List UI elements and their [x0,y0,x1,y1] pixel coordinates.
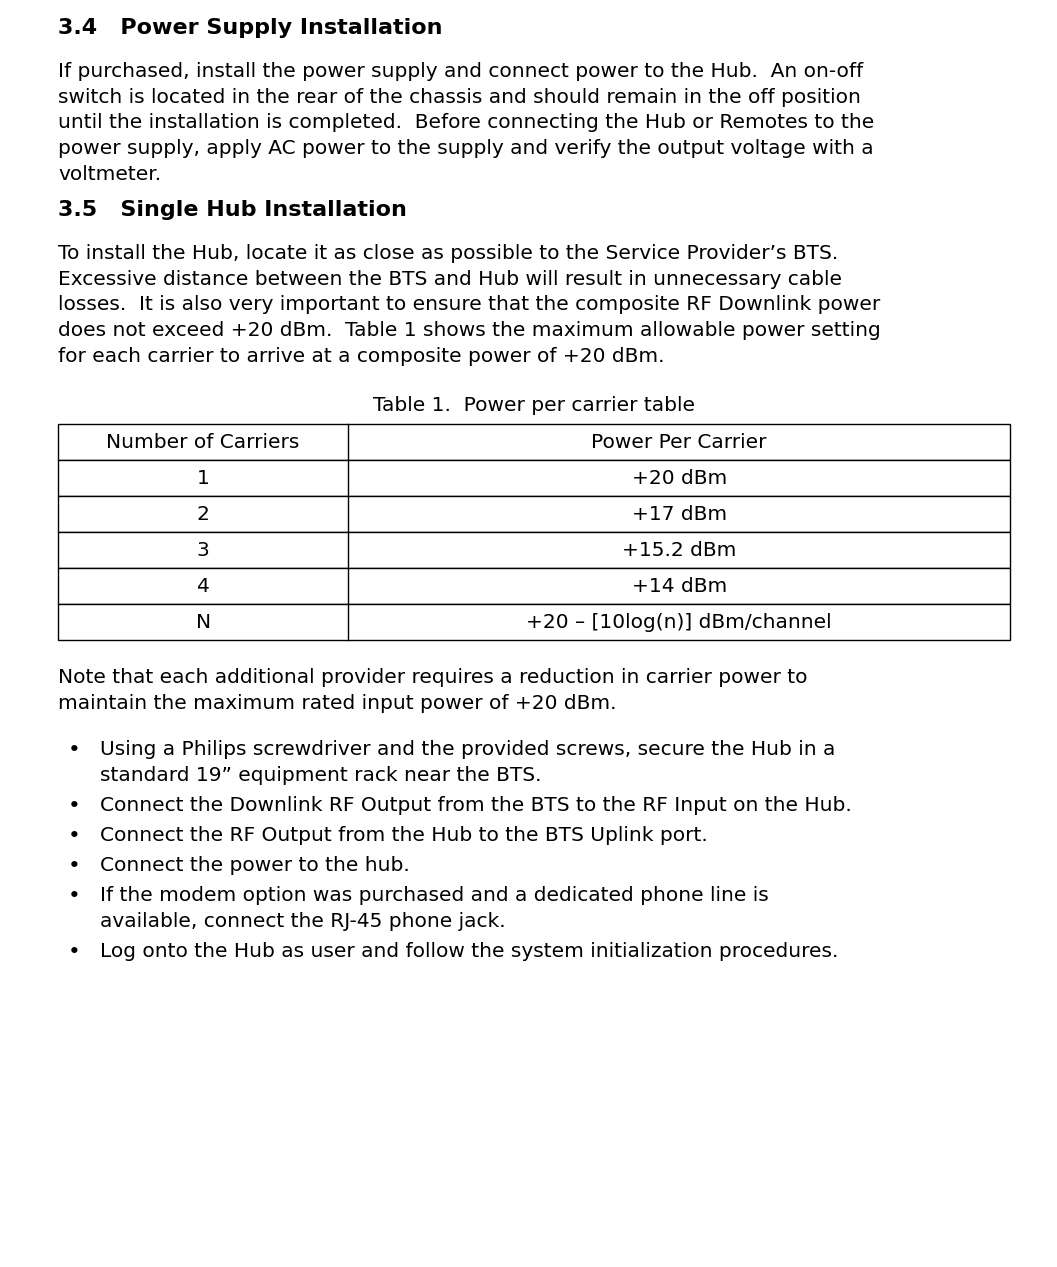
Text: If purchased, install the power supply and connect power to the Hub.  An on-off
: If purchased, install the power supply a… [58,62,874,184]
Text: •: • [68,886,80,906]
Text: Note that each additional provider requires a reduction in carrier power to
main: Note that each additional provider requi… [58,668,808,713]
Text: +17 dBm: +17 dBm [632,504,727,523]
Bar [58,532,1010,568]
Text: 3: 3 [197,541,209,560]
Text: •: • [68,740,80,760]
Text: +14 dBm: +14 dBm [631,576,727,595]
Text: available, connect the RJ-45 phone jack.: available, connect the RJ-45 phone jack. [100,912,505,931]
Text: Table 1.  Power per carrier table: Table 1. Power per carrier table [373,397,696,416]
Text: 4: 4 [197,576,209,595]
Bar [58,424,1010,460]
Text: Power Per Carrier: Power Per Carrier [592,432,767,451]
Text: Using a Philips screwdriver and the provided screws, secure the Hub in a: Using a Philips screwdriver and the prov… [100,740,835,759]
Text: If the modem option was purchased and a dedicated phone line is: If the modem option was purchased and a … [100,886,768,905]
Text: 3.5   Single Hub Installation: 3.5 Single Hub Installation [58,200,407,220]
Bar [58,460,1010,495]
Text: N: N [196,612,210,631]
Text: 1: 1 [197,469,209,488]
Text: standard 19” equipment rack near the BTS.: standard 19” equipment rack near the BTS… [100,767,541,786]
Text: Connect the power to the hub.: Connect the power to the hub. [100,856,410,875]
Text: •: • [68,796,80,816]
Text: +20 dBm: +20 dBm [631,469,727,488]
Text: +15.2 dBm: +15.2 dBm [622,541,737,560]
Text: 2: 2 [197,504,209,523]
Text: To install the Hub, locate it as close as possible to the Service Provider’s BTS: To install the Hub, locate it as close a… [58,245,880,366]
Text: Connect the RF Output from the Hub to the BTS Uplink port.: Connect the RF Output from the Hub to th… [100,826,708,845]
Text: +20 – [10log(n)] dBm/channel: +20 – [10log(n)] dBm/channel [526,612,832,631]
Bar [58,568,1010,604]
Text: •: • [68,941,80,962]
Text: 3.4   Power Supply Installation: 3.4 Power Supply Installation [58,18,443,38]
Bar [58,604,1010,640]
Text: •: • [68,826,80,846]
Text: •: • [68,856,80,875]
Text: Number of Carriers: Number of Carriers [107,432,300,451]
Text: Connect the Downlink RF Output from the BTS to the RF Input on the Hub.: Connect the Downlink RF Output from the … [100,796,852,815]
Text: Log onto the Hub as user and follow the system initialization procedures.: Log onto the Hub as user and follow the … [100,941,838,960]
Bar [58,495,1010,532]
